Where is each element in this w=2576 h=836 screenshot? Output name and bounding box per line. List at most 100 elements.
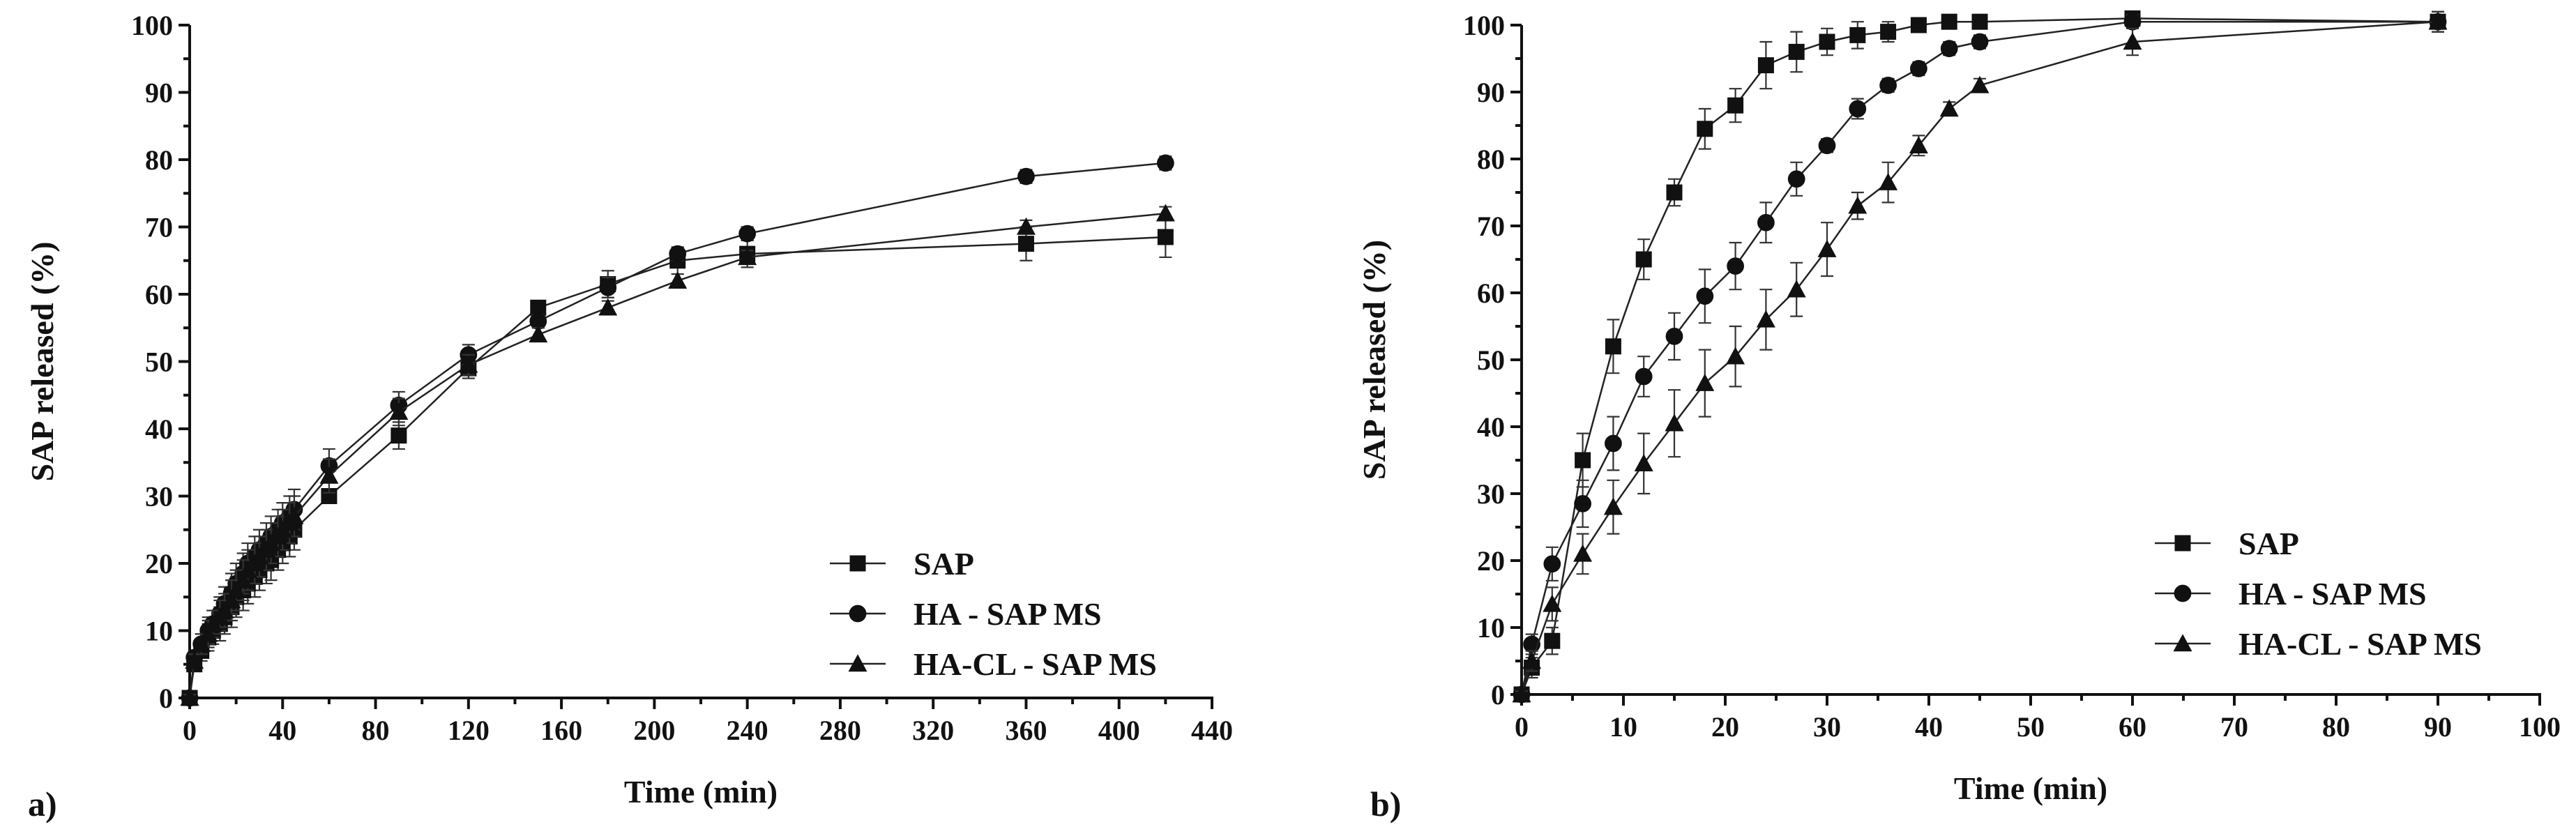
legend: SAP HA - SAP MS HA-CL - SAP MS <box>2155 526 2482 662</box>
data-point-triangle <box>459 355 478 373</box>
legend-swatch-square <box>849 555 866 572</box>
data-point-circle <box>738 225 757 243</box>
y-tick-label: 0 <box>1491 679 1505 710</box>
x-tick-label: 120 <box>448 715 490 746</box>
data-point-triangle <box>1787 280 1806 298</box>
legend-swatch-triangle <box>2173 634 2192 652</box>
y-tick-label: 40 <box>145 413 173 445</box>
data-point-square <box>1757 57 1774 74</box>
data-point-triangle <box>215 600 234 618</box>
data-point-square <box>391 427 407 444</box>
data-point-triangle <box>199 624 218 642</box>
data-point-triangle <box>285 506 304 524</box>
x-tick-label: 200 <box>633 715 675 746</box>
x-tick-label: 10 <box>1609 711 1637 743</box>
data-point-triangle <box>1756 310 1775 328</box>
data-point-circle <box>1635 367 1653 386</box>
x-tick-label: 70 <box>2220 711 2248 743</box>
legend-item-sap: SAP <box>830 546 974 582</box>
data-point-triangle <box>668 271 688 289</box>
data-point-circle <box>1605 434 1622 453</box>
series-ha-sap-ms <box>1513 10 2447 704</box>
y-tick-label: 60 <box>1477 278 1505 309</box>
data-point-triangle <box>1573 544 1593 562</box>
data-point-triangle <box>1939 99 1959 117</box>
x-tick-label: 240 <box>727 715 768 746</box>
legend-item-ha-cl-sap-ms: HA-CL - SAP MS <box>2155 626 2482 662</box>
x-tick-label: 20 <box>1711 711 1739 743</box>
series-ha-cl-sap-ms <box>1512 10 2448 703</box>
x-axis-title: Time (min) <box>1954 770 2107 806</box>
legend: SAP HA - SAP MS HA-CL - SAP MS <box>830 546 1157 682</box>
data-point-square <box>1849 26 1866 43</box>
legend-swatch-triangle <box>848 654 867 672</box>
y-tick-label: 10 <box>145 616 173 647</box>
x-tick-label: 40 <box>1915 711 1943 743</box>
data-point-circle <box>1543 555 1561 573</box>
data-point-triangle <box>1016 217 1036 235</box>
data-point-triangle <box>1970 75 1990 93</box>
data-point-triangle <box>2123 32 2142 50</box>
data-point-square <box>1157 229 1174 245</box>
y-tick-label: 20 <box>1477 545 1505 577</box>
data-point-triangle <box>1817 239 1837 257</box>
data-point-circle <box>1787 170 1805 188</box>
data-point-circle <box>1574 495 1591 512</box>
x-tick-label: 280 <box>819 715 861 746</box>
y-tick-label: 0 <box>159 683 173 714</box>
y-tick-label: 30 <box>145 481 173 512</box>
x-tick-label: 400 <box>1098 715 1140 746</box>
series-sap <box>1513 10 2446 703</box>
data-point-square <box>1727 97 1744 114</box>
data-point-circle <box>669 245 687 263</box>
data-point-triangle <box>1522 651 1542 669</box>
data-point-square <box>1635 251 1652 268</box>
data-point-circle <box>1696 287 1714 305</box>
data-point-triangle <box>1665 413 1684 432</box>
panel-label: a) <box>28 784 57 823</box>
y-tick-label: 90 <box>145 77 173 109</box>
data-point-square <box>1941 13 1957 30</box>
data-point-circle <box>1017 167 1035 185</box>
y-tick-label: 70 <box>1477 211 1505 242</box>
y-tick-label: 40 <box>1477 411 1505 443</box>
y-axis-title: SAP released (%) <box>1356 240 1392 480</box>
legend-swatch-square <box>2174 535 2191 552</box>
x-tick-label: 50 <box>2017 711 2045 743</box>
data-point-square <box>1544 632 1561 649</box>
x-tick-label: 100 <box>2519 711 2561 743</box>
x-tick-label: 40 <box>268 715 296 746</box>
data-point-square <box>1971 13 1988 30</box>
y-axis-title: SAP released (%) <box>24 241 60 481</box>
y-tick-label: 20 <box>145 548 173 579</box>
data-point-triangle <box>389 402 409 420</box>
legend-swatch-circle <box>2174 584 2192 602</box>
data-point-square <box>1788 43 1805 60</box>
y-tick-label: 90 <box>1477 77 1505 108</box>
legend-label: HA-CL - SAP MS <box>914 646 1157 682</box>
data-point-triangle <box>319 466 339 484</box>
y-tick-label: 30 <box>1477 478 1505 510</box>
x-tick-label: 320 <box>912 715 954 746</box>
x-tick-label: 80 <box>362 715 390 746</box>
data-point-triangle <box>598 298 618 316</box>
data-point-triangle <box>1879 172 1898 190</box>
x-axis-title: Time (min) <box>624 774 778 810</box>
data-point-triangle <box>2428 12 2448 30</box>
data-point-triangle <box>1695 373 1715 391</box>
data-point-circle <box>2123 13 2142 31</box>
legend-item-sap: SAP <box>2155 526 2299 561</box>
legend-label: HA-CL - SAP MS <box>2238 626 2482 662</box>
legend-label: HA - SAP MS <box>2238 576 2427 611</box>
data-point-circle <box>1971 33 1989 51</box>
y-tick-label: 80 <box>145 144 173 176</box>
legend-item-ha-sap-ms: HA - SAP MS <box>2155 576 2427 611</box>
legend-label: SAP <box>2238 526 2299 561</box>
data-point-circle <box>1849 100 1867 118</box>
x-tick-label: 0 <box>183 715 197 746</box>
data-point-triangle <box>1543 594 1562 612</box>
data-point-triangle <box>1726 347 1745 365</box>
data-point-square <box>1880 24 1897 40</box>
x-tick-label: 360 <box>1005 715 1047 746</box>
